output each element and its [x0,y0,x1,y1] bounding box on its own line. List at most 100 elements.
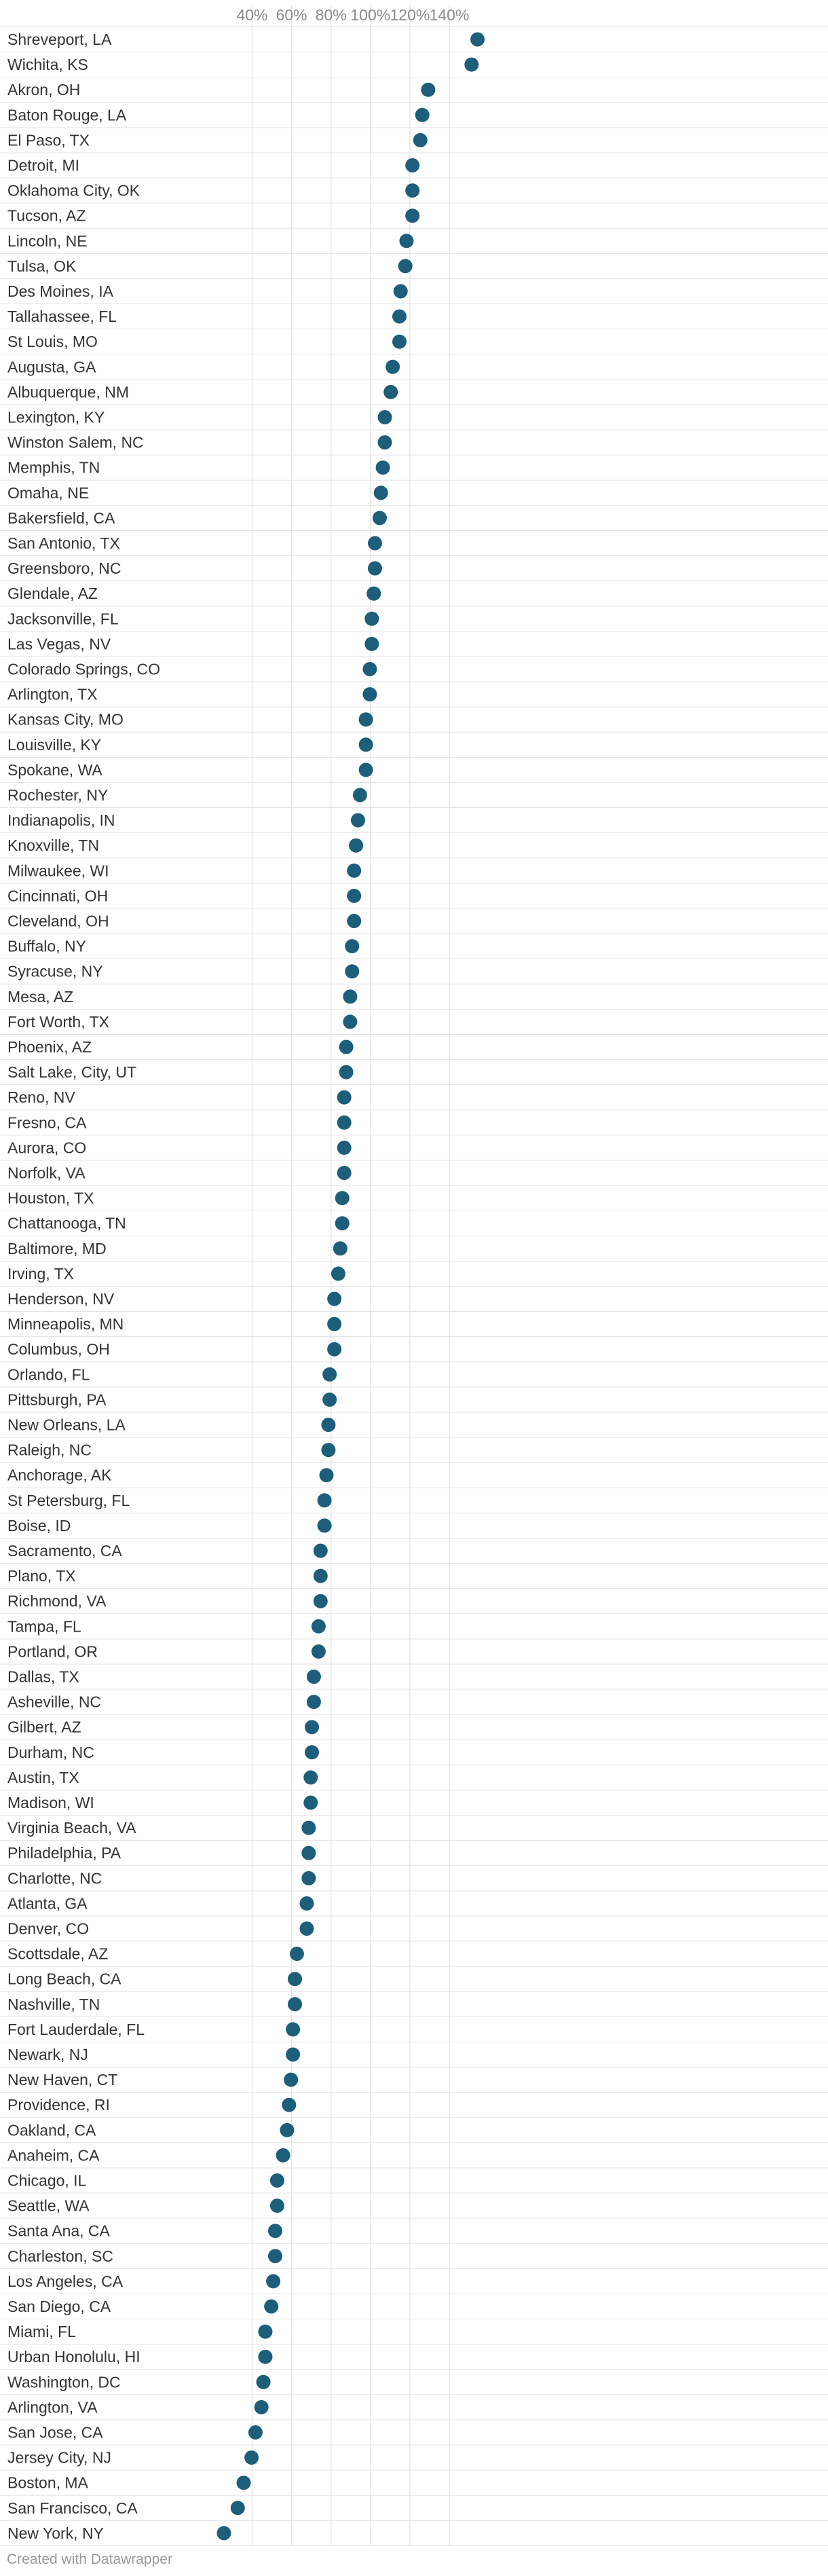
row-label: Buffalo, NY [7,938,86,955]
data-dot [317,1493,332,1508]
data-dot [347,914,362,928]
data-dot [303,1770,318,1785]
row-label: San Francisco, CA [7,2499,138,2517]
data-dot [327,1342,342,1357]
row-label: Detroit, MI [7,157,79,174]
row-label: Irving, TX [7,1265,74,1283]
credit-text: Created with Datawrapper [7,2552,172,2567]
row-label: Phoenix, AZ [7,1038,92,1056]
row-label: Reno, NV [7,1088,75,1106]
row-label: Knoxville, TN [7,836,99,854]
data-dot [313,1543,328,1558]
data-dot [345,964,360,979]
row-label: Long Beach, CA [7,1970,121,1988]
row-label: Aurora, CO [7,1139,86,1156]
data-dot [470,32,485,47]
row-label: Tampa, FL [7,1617,81,1635]
row-label: Glendale, AZ [7,585,98,602]
data-dot [306,1695,321,1710]
row-label: San Jose, CA [7,2424,103,2442]
data-dot [358,712,373,727]
row-label: Richmond, VA [7,1592,107,1610]
data-dot [321,1418,336,1432]
data-dot [367,536,382,551]
row-label: Mesa, AZ [7,988,73,1006]
row-labels: Shreveport, LA Wichita, KS Akron, OH Baton … [7,31,160,2542]
data-dot [289,1947,304,1962]
data-dot [339,1039,354,1054]
data-dot [367,561,382,576]
row-label: Cincinnati, OH [7,887,108,904]
row-label: Milwaukee, WI [7,862,109,879]
data-dot [313,1568,328,1583]
row-label: Anchorage, AK [7,1467,112,1484]
row-label: Colorado Springs, CO [7,661,160,678]
data-dot [282,2097,297,2112]
data-dot [313,1594,328,1608]
row-label: Baltimore, MD [7,1240,107,1257]
data-dot [284,2072,299,2087]
data-dot [217,2526,231,2541]
row-label: Winston Salem, NC [7,434,144,452]
row-label: Des Moines, IA [7,282,114,300]
row-label: Providence, RI [7,2096,110,2114]
data-dot [299,1896,314,1911]
row-label: Charlotte, NC [7,1869,102,1887]
row-label: Plano, TX [7,1567,76,1585]
data-dot [405,158,420,172]
data-dot [327,1291,342,1306]
data-dot [372,511,387,526]
row-label: New Orleans, LA [7,1416,126,1434]
row-label: Anaheim, CA [7,2146,100,2164]
data-dot [331,1266,345,1281]
row-label: Sacramento, CA [7,1542,122,1560]
row-label: Urban Honolulu, HI [7,2348,140,2366]
row-label: Louisville, KY [7,736,101,754]
data-dot [322,1367,337,1382]
row-label: Houston, TX [7,1190,94,1207]
row-label: Boston, MA [7,2474,89,2492]
data-dot [286,2022,301,2037]
data-dot [362,662,377,676]
data-dot [405,208,420,223]
row-label: Raleigh, NC [7,1441,92,1459]
data-dot [288,1997,303,2012]
row-label: Asheville, NC [7,1693,101,1711]
data-dot [333,1241,347,1256]
row-label: Columbus, OH [7,1340,110,1358]
data-dot [299,1921,314,1936]
data-dot [305,1745,320,1760]
row-gridlines [0,26,828,2546]
data-dot [305,1720,320,1735]
data-dot [311,1644,326,1659]
row-label: Greensboro, NC [7,559,121,577]
row-label: Philadelphia, PA [7,1844,121,1862]
row-label: Arlington, VA [7,2398,98,2416]
data-dot [366,586,381,601]
data-dot [377,435,392,450]
row-label: Tallahassee, FL [7,308,117,325]
row-label: San Antonio, TX [7,534,120,552]
data-dot [301,1845,316,1860]
row-label: Salt Lake, City, UT [7,1063,136,1081]
row-label: Los Angeles, CA [7,2273,124,2290]
x-tick-label: 60% [276,6,307,24]
data-dot [413,132,428,147]
data-dot [337,1115,352,1130]
data-dot [392,309,407,324]
row-label: Pittsburgh, PA [7,1391,107,1408]
row-label: Chattanooga, TN [7,1215,126,1232]
dots [217,32,485,2541]
x-tick-label: 120% [390,6,430,24]
data-dot [337,1166,352,1180]
row-label: Rochester, NY [7,786,108,804]
x-tick-label: 80% [316,6,347,24]
row-label: Denver, CO [7,1920,89,1938]
row-label: Indianapolis, IN [7,811,115,829]
row-label: Albuquerque, NM [7,383,129,401]
row-label: Lexington, KY [7,409,105,426]
data-dot [254,2399,269,2414]
row-label: Orlando, FL [7,1365,90,1383]
row-label: St Petersburg, FL [7,1492,130,1509]
row-label: Durham, NC [7,1744,94,1761]
